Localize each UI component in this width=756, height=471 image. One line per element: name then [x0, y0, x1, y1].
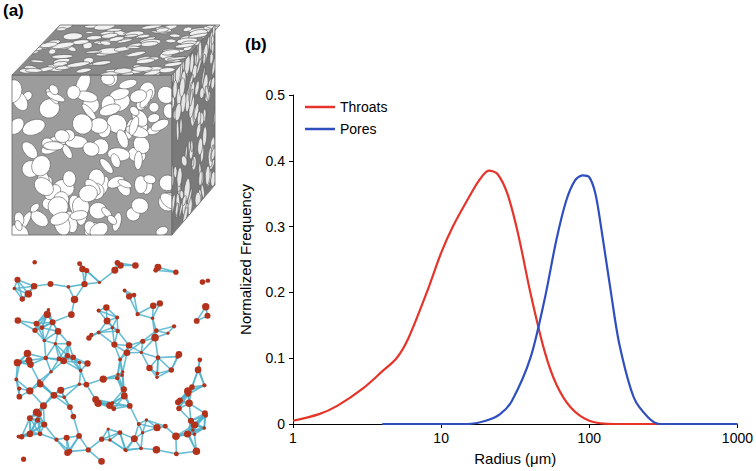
- svg-text:0.1: 0.1: [266, 350, 286, 366]
- svg-text:0.4: 0.4: [266, 153, 286, 169]
- svg-text:10: 10: [433, 430, 449, 446]
- svg-text:0.5: 0.5: [266, 87, 286, 103]
- svg-text:0.3: 0.3: [266, 219, 286, 235]
- svg-text:0: 0: [277, 416, 285, 432]
- svg-text:(b): (b): [245, 35, 267, 54]
- svg-text:Radius (μm): Radius (μm): [474, 450, 556, 467]
- svg-text:Pores: Pores: [340, 121, 377, 137]
- svg-text:Normalized Frequency: Normalized Frequency: [237, 184, 254, 335]
- svg-text:Throats: Throats: [340, 99, 387, 115]
- svg-text:(a): (a): [3, 1, 24, 20]
- svg-text:100: 100: [578, 430, 602, 446]
- svg-text:1: 1: [289, 430, 297, 446]
- svg-text:0.2: 0.2: [266, 284, 286, 300]
- svg-text:1000: 1000: [722, 430, 753, 446]
